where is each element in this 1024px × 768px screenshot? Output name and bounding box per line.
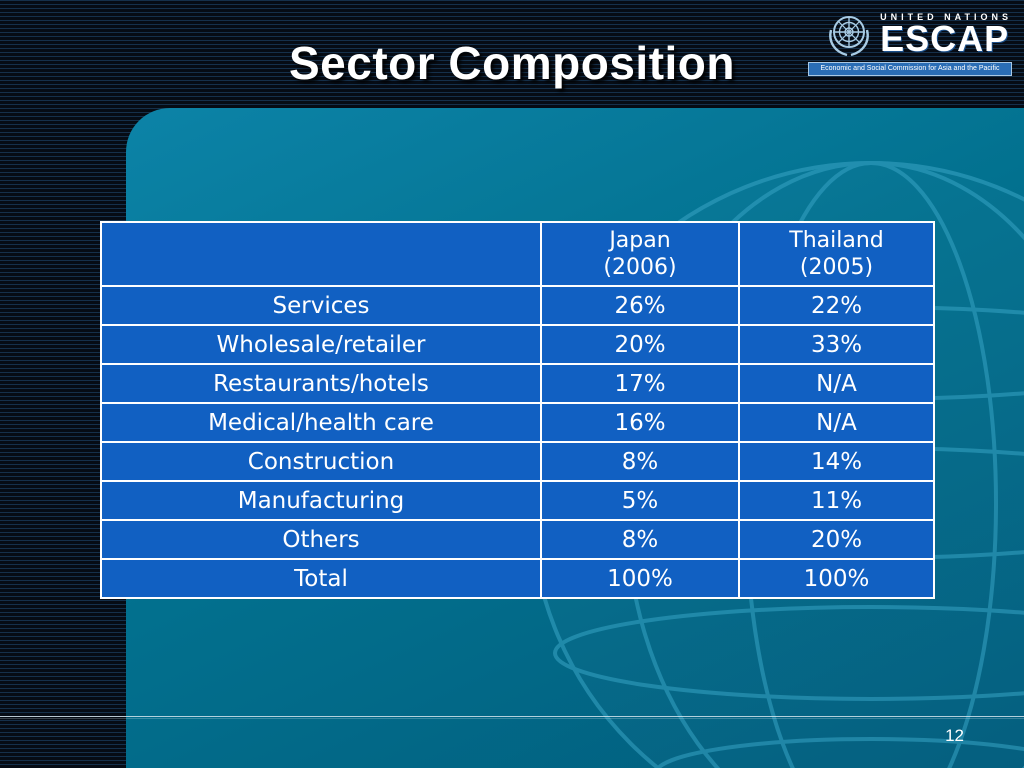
row-label-cell: Services <box>100 285 542 326</box>
japan-value-cell: 8% <box>540 441 740 482</box>
table-row: Total 100% 100% <box>100 558 935 599</box>
slide-title: Sector Composition <box>288 37 736 89</box>
table-row: Others 8% 20% <box>100 519 935 560</box>
footer-divider <box>0 716 1024 717</box>
header-empty-cell <box>100 221 542 287</box>
page-number: 12 <box>945 726 964 745</box>
table-row: Restaurants/hotels 17% N/A <box>100 363 935 404</box>
japan-value-cell: 100% <box>540 558 740 599</box>
table-row: Manufacturing 5% 11% <box>100 480 935 521</box>
header-thailand-cell: Thailand (2005) <box>738 221 935 287</box>
row-label-cell: Total <box>100 558 542 599</box>
united-nations-label: UNITED NATIONS <box>880 11 1012 22</box>
thailand-value-cell: 22% <box>738 285 935 326</box>
table-row: Services 26% 22% <box>100 285 935 326</box>
escap-tagline: Economic and Social Commission for Asia … <box>808 62 1012 76</box>
table-header-row: Japan (2006) Thailand (2005) <box>100 221 935 287</box>
thailand-value-cell: 14% <box>738 441 935 482</box>
thailand-value-cell: 100% <box>738 558 935 599</box>
japan-value-cell: 20% <box>540 324 740 365</box>
row-label-cell: Others <box>100 519 542 560</box>
thailand-value-cell: 20% <box>738 519 935 560</box>
escap-logo: UNITED NATIONS ESCAP Economic and Social… <box>808 8 1012 76</box>
japan-value-cell: 26% <box>540 285 740 326</box>
table-row: Wholesale/retailer 20% 33% <box>100 324 935 365</box>
row-label-cell: Medical/health care <box>100 402 542 443</box>
thailand-value-cell: 33% <box>738 324 935 365</box>
row-label-cell: Restaurants/hotels <box>100 363 542 404</box>
japan-value-cell: 8% <box>540 519 740 560</box>
header-japan-cell: Japan (2006) <box>540 221 740 287</box>
table-row: Construction 8% 14% <box>100 441 935 482</box>
japan-value-cell: 5% <box>540 480 740 521</box>
thailand-value-cell: N/A <box>738 363 935 404</box>
row-label-cell: Manufacturing <box>100 480 542 521</box>
un-emblem-icon <box>823 8 875 60</box>
thailand-value-cell: 11% <box>738 480 935 521</box>
row-label-cell: Construction <box>100 441 542 482</box>
row-label-cell: Wholesale/retailer <box>100 324 542 365</box>
thailand-value-cell: N/A <box>738 402 935 443</box>
escap-label: ESCAP <box>880 17 1010 59</box>
sector-composition-table: Japan (2006) Thailand (2005) Services 26… <box>100 221 935 599</box>
japan-value-cell: 17% <box>540 363 740 404</box>
table-row: Medical/health care 16% N/A <box>100 402 935 443</box>
japan-value-cell: 16% <box>540 402 740 443</box>
